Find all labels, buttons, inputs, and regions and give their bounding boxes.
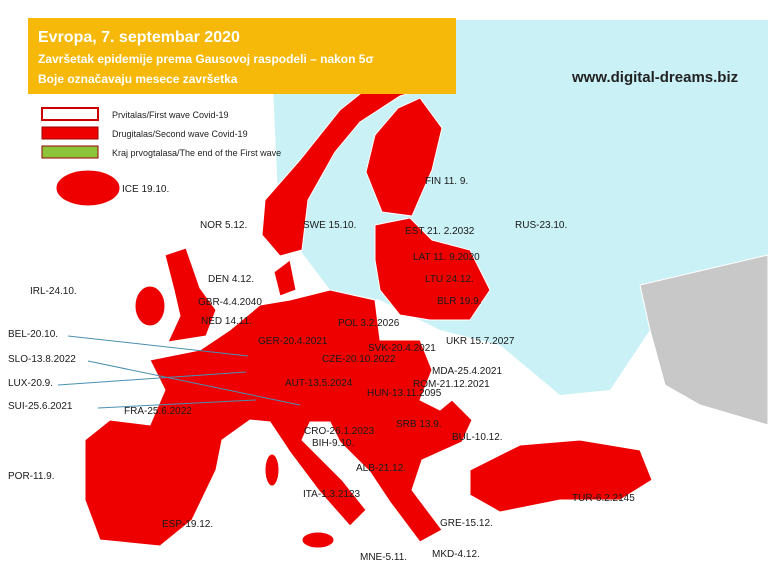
country-label: ICE 19.10. <box>122 184 169 195</box>
leader-line <box>57 371 247 386</box>
country-label: RUS-23.10. <box>515 220 567 231</box>
leader-line <box>67 335 249 357</box>
country-label: ROM-21.12.2021 <box>413 379 490 390</box>
leader-line <box>87 360 301 406</box>
land-east <box>639 254 768 426</box>
country-label: SLO-13.8.2022 <box>8 354 76 365</box>
title-box <box>28 18 456 94</box>
website: www.digital-dreams.biz <box>571 69 738 86</box>
country-label: EST 21. 2.2032 <box>405 226 475 237</box>
country-label: FIN 11. 9. <box>425 176 468 187</box>
country-label: CRO-26.1.2023 <box>304 426 374 437</box>
country-label: NED 14.11. <box>201 316 252 327</box>
country-label: MDA-25.4.2021 <box>432 366 502 377</box>
country-label: NOR 5.12. <box>200 220 247 231</box>
country-label: SUI-25.6.2021 <box>8 401 73 412</box>
country-label: FRA-25.6.2022 <box>124 406 192 417</box>
country-label: ITA-1.3.2123 <box>303 489 361 500</box>
country-label: UKR 15.7.2027 <box>446 336 515 347</box>
denmark <box>273 259 297 297</box>
legend-label: Kraj prvogtalasa/The end of the First wa… <box>112 148 281 158</box>
subtitle: Završetak epidemije prema Gausovoj raspo… <box>38 52 374 66</box>
country-label: GRE-15.12. <box>440 518 493 529</box>
country-label: TUR-6.2.2145 <box>572 493 635 504</box>
country-label: CZE-20.10.2022 <box>322 354 396 365</box>
turkey <box>469 439 653 513</box>
sardinia <box>264 453 280 487</box>
baltics-belarus <box>374 217 491 321</box>
country-label: BIH-9.10. <box>312 438 354 449</box>
legend-swatch <box>41 107 99 121</box>
country-label: ALB-21.12. <box>356 463 406 474</box>
legend-swatch <box>41 145 99 159</box>
ireland <box>134 285 166 327</box>
legend-label: Prvitalas/First wave Covid-19 <box>112 110 229 120</box>
iceland <box>55 169 121 207</box>
country-label: LAT 11. 9.2020 <box>413 252 480 263</box>
legend-swatch <box>41 126 99 140</box>
country-label: LTU 24.12. <box>425 274 474 285</box>
finland <box>365 97 443 217</box>
country-label: AUT-13.5.2024 <box>285 378 353 389</box>
country-label: POL 3.2.2026 <box>338 318 400 329</box>
title: Evropa, 7. septembar 2020 <box>38 29 240 46</box>
country-label: BLR 19.9. <box>437 296 481 307</box>
country-label: SVK-20.4.2021 <box>368 343 436 354</box>
mainland <box>84 289 473 547</box>
britain <box>164 247 217 343</box>
legend-label: Drugitalas/Second wave Covid-19 <box>112 129 248 139</box>
country-label: MNE-5.11. <box>360 552 407 563</box>
country-label: GBR-4.4.2040 <box>198 297 262 308</box>
country-label: ESP-19.12. <box>162 519 213 530</box>
sicily <box>301 531 335 549</box>
country-label: BUL-10.12. <box>452 432 503 443</box>
country-label: MKD-4.12. <box>432 549 480 560</box>
country-label: SRB 13.9. <box>396 419 442 430</box>
country-label: HUN-13.11.2095 <box>367 388 442 399</box>
leader-lines <box>57 335 301 409</box>
country-label: SWE 15.10. <box>303 220 356 231</box>
note: Boje označavaju mesece završetka <box>38 72 238 86</box>
country-label: LUX-20.9. <box>8 378 53 389</box>
country-label: GER-20.4.2021 <box>258 336 328 347</box>
country-label: POR-11.9. <box>8 471 55 482</box>
country-label: DEN 4.12. <box>208 274 254 285</box>
country-label: BEL-20.10. <box>8 329 58 340</box>
leader-line <box>97 399 257 409</box>
country-label: IRL-24.10. <box>30 286 77 297</box>
